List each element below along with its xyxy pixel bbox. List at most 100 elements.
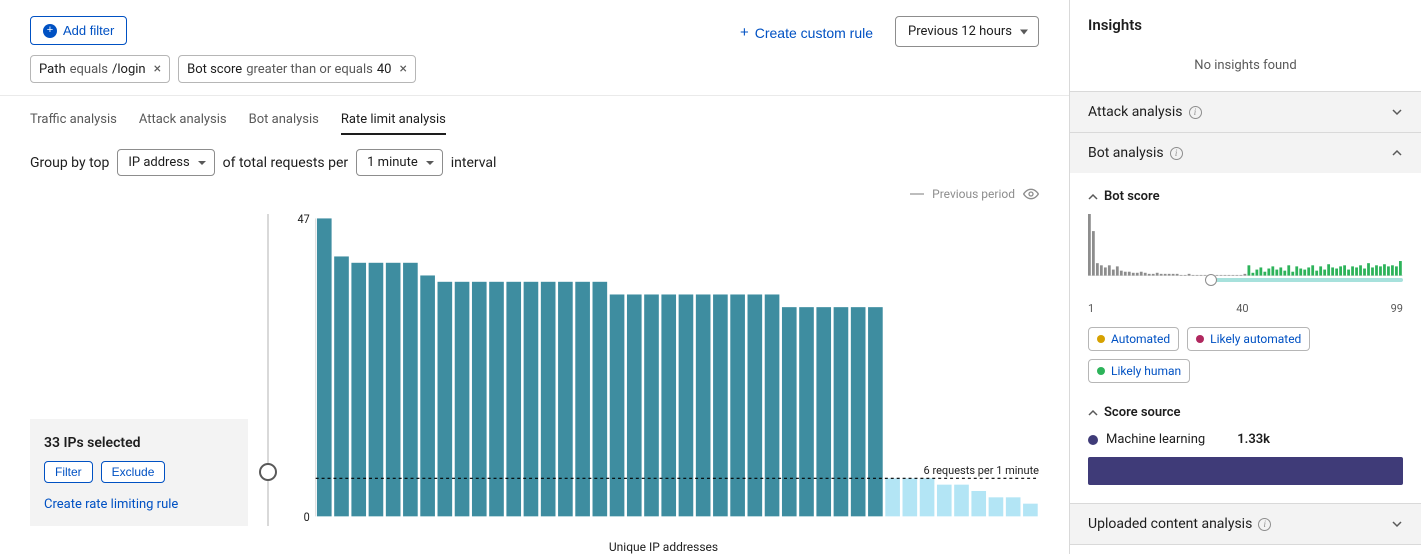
dimension-value: IP address xyxy=(128,155,189,170)
bot-score-ticks: 1 40 99 xyxy=(1088,302,1403,315)
chevron-down-icon xyxy=(1391,106,1403,118)
chevron-up-icon xyxy=(1088,192,1098,202)
uploaded-content-section: Uploaded content analysis i xyxy=(1070,503,1421,545)
add-filter-label: Add filter xyxy=(63,23,114,38)
analysis-tabs: Traffic analysis Attack analysis Bot analy… xyxy=(0,95,1069,135)
selection-title: 33 IPs selected xyxy=(44,435,234,451)
pill-label: Likely human xyxy=(1111,364,1181,378)
chip-op: equals xyxy=(70,62,108,77)
source-value: 1.33k xyxy=(1237,432,1270,447)
chip-op: greater than or equals xyxy=(246,62,373,77)
insights-title: Insights xyxy=(1070,0,1421,50)
uploaded-content-header[interactable]: Uploaded content analysis i xyxy=(1070,504,1421,544)
attack-analysis-section: Attack analysis i xyxy=(1070,91,1421,132)
tab-attack-analysis[interactable]: Attack analysis xyxy=(139,112,227,135)
threshold-slider-handle[interactable] xyxy=(259,463,277,481)
create-rule-label: Create custom rule xyxy=(755,25,873,41)
top-row: + Add filter Path equals /login× Bot scor… xyxy=(0,0,1069,95)
source-color-dot xyxy=(1088,435,1098,445)
interval-value: 1 minute xyxy=(367,155,418,170)
bot-analysis-body: Bot score 1 40 99 Automated Likely automa… xyxy=(1070,173,1421,503)
dimension-select[interactable]: IP address xyxy=(117,149,214,176)
pill-automated[interactable]: Automated xyxy=(1088,327,1179,351)
filter-chips: Path equals /login× Bot score greater tha… xyxy=(30,55,416,83)
source-bar xyxy=(1088,457,1403,485)
eye-icon[interactable] xyxy=(1023,186,1039,202)
tick-mid: 40 xyxy=(1236,302,1248,315)
chart-svg-wrap: 47 0 6 requests per 1 minute xyxy=(288,214,1039,534)
plus-icon: + xyxy=(740,24,749,41)
range-track xyxy=(1211,278,1403,282)
color-dot xyxy=(1097,367,1105,375)
bot-score-header[interactable]: Bot score xyxy=(1088,183,1403,210)
legend-previous-label: Previous period xyxy=(932,187,1015,201)
create-custom-rule-button[interactable]: + Create custom rule xyxy=(728,16,885,49)
selection-panel: 33 IPs selected Filter Exclude Create ra… xyxy=(30,419,248,526)
pill-label: Likely automated xyxy=(1210,332,1301,346)
create-rate-rule-link[interactable]: Create rate limiting rule xyxy=(44,497,178,512)
tab-bot-analysis[interactable]: Bot analysis xyxy=(249,112,319,135)
info-icon[interactable]: i xyxy=(1189,106,1202,119)
range-handle[interactable] xyxy=(1205,274,1217,286)
legend-line-icon xyxy=(910,193,924,195)
chip-field: Path xyxy=(39,62,66,77)
info-icon[interactable]: i xyxy=(1170,147,1183,160)
chart-column: 47 0 6 requests per 1 minute Unique IP add… xyxy=(288,186,1039,554)
chip-field: Bot score xyxy=(187,62,242,77)
attack-analysis-label: Attack analysis xyxy=(1088,104,1183,120)
filter-chip[interactable]: Path equals /login× xyxy=(30,55,170,83)
chart-legend: Previous period xyxy=(910,186,1039,202)
bot-score-range-slider[interactable] xyxy=(1088,280,1403,294)
group-by-row: Group by top IP address of total request… xyxy=(0,135,1069,186)
svg-text:0: 0 xyxy=(304,509,310,524)
info-icon[interactable]: i xyxy=(1258,518,1271,531)
bot-analysis-header[interactable]: Bot analysis i xyxy=(1070,133,1421,173)
color-dot xyxy=(1097,335,1105,343)
color-dot xyxy=(1196,335,1204,343)
bot-score-sparkline xyxy=(1088,214,1403,276)
svg-text:47: 47 xyxy=(298,214,310,226)
main-panel: + Add filter Path equals /login× Bot scor… xyxy=(0,0,1070,554)
pill-label: Automated xyxy=(1111,332,1170,346)
chart-x-label: Unique IP addresses xyxy=(288,534,1039,554)
insights-sidebar: Insights No insights found Attack analys… xyxy=(1070,0,1421,554)
bot-analysis-label: Bot analysis xyxy=(1088,145,1164,161)
tab-traffic-analysis[interactable]: Traffic analysis xyxy=(30,112,117,135)
bot-score-title: Bot score xyxy=(1104,189,1160,204)
threshold-label: 6 requests per 1 minute xyxy=(924,464,1039,477)
pill-likely-automated[interactable]: Likely automated xyxy=(1187,327,1310,351)
source-label: Machine learning xyxy=(1106,432,1205,447)
insights-empty: No insights found xyxy=(1070,50,1421,91)
plus-icon: + xyxy=(43,24,57,38)
exclude-button[interactable]: Exclude xyxy=(101,461,166,483)
threshold-slider-track[interactable] xyxy=(267,214,269,526)
time-range-select[interactable]: Previous 12 hours xyxy=(895,16,1039,47)
attack-analysis-header[interactable]: Attack analysis i xyxy=(1070,92,1421,132)
filter-button[interactable]: Filter xyxy=(44,461,93,483)
filters-column: + Add filter Path equals /login× Bot scor… xyxy=(30,16,416,83)
score-source-title: Score source xyxy=(1104,405,1180,420)
pill-likely-human[interactable]: Likely human xyxy=(1088,359,1190,383)
interval-select[interactable]: 1 minute xyxy=(356,149,443,176)
filter-chip[interactable]: Bot score greater than or equals 40 × xyxy=(178,55,416,83)
uploaded-content-label: Uploaded content analysis xyxy=(1088,516,1252,532)
tab-rate-limit-analysis[interactable]: Rate limit analysis xyxy=(341,112,446,135)
chip-value: 40 xyxy=(377,62,392,77)
tick-min: 1 xyxy=(1088,302,1094,315)
bot-score-pills: Automated Likely automated Likely human xyxy=(1088,327,1403,383)
score-source-header[interactable]: Score source xyxy=(1088,399,1403,426)
tick-max: 99 xyxy=(1391,302,1403,315)
selection-buttons: Filter Exclude xyxy=(44,461,234,483)
groupby-prefix: Group by top xyxy=(30,155,109,171)
score-source-row: Machine learning 1.33k xyxy=(1088,426,1403,453)
chevron-up-icon xyxy=(1391,147,1403,159)
threshold-slider-col xyxy=(248,186,288,554)
close-icon[interactable]: × xyxy=(399,61,406,77)
selection-panel-wrap: 33 IPs selected Filter Exclude Create ra… xyxy=(30,186,248,554)
groupby-mid: of total requests per xyxy=(223,155,349,171)
chevron-down-icon xyxy=(1391,518,1403,530)
chevron-up-icon xyxy=(1088,408,1098,418)
groupby-suffix: interval xyxy=(451,155,497,171)
close-icon[interactable]: × xyxy=(154,61,161,77)
add-filter-button[interactable]: + Add filter xyxy=(30,16,127,45)
